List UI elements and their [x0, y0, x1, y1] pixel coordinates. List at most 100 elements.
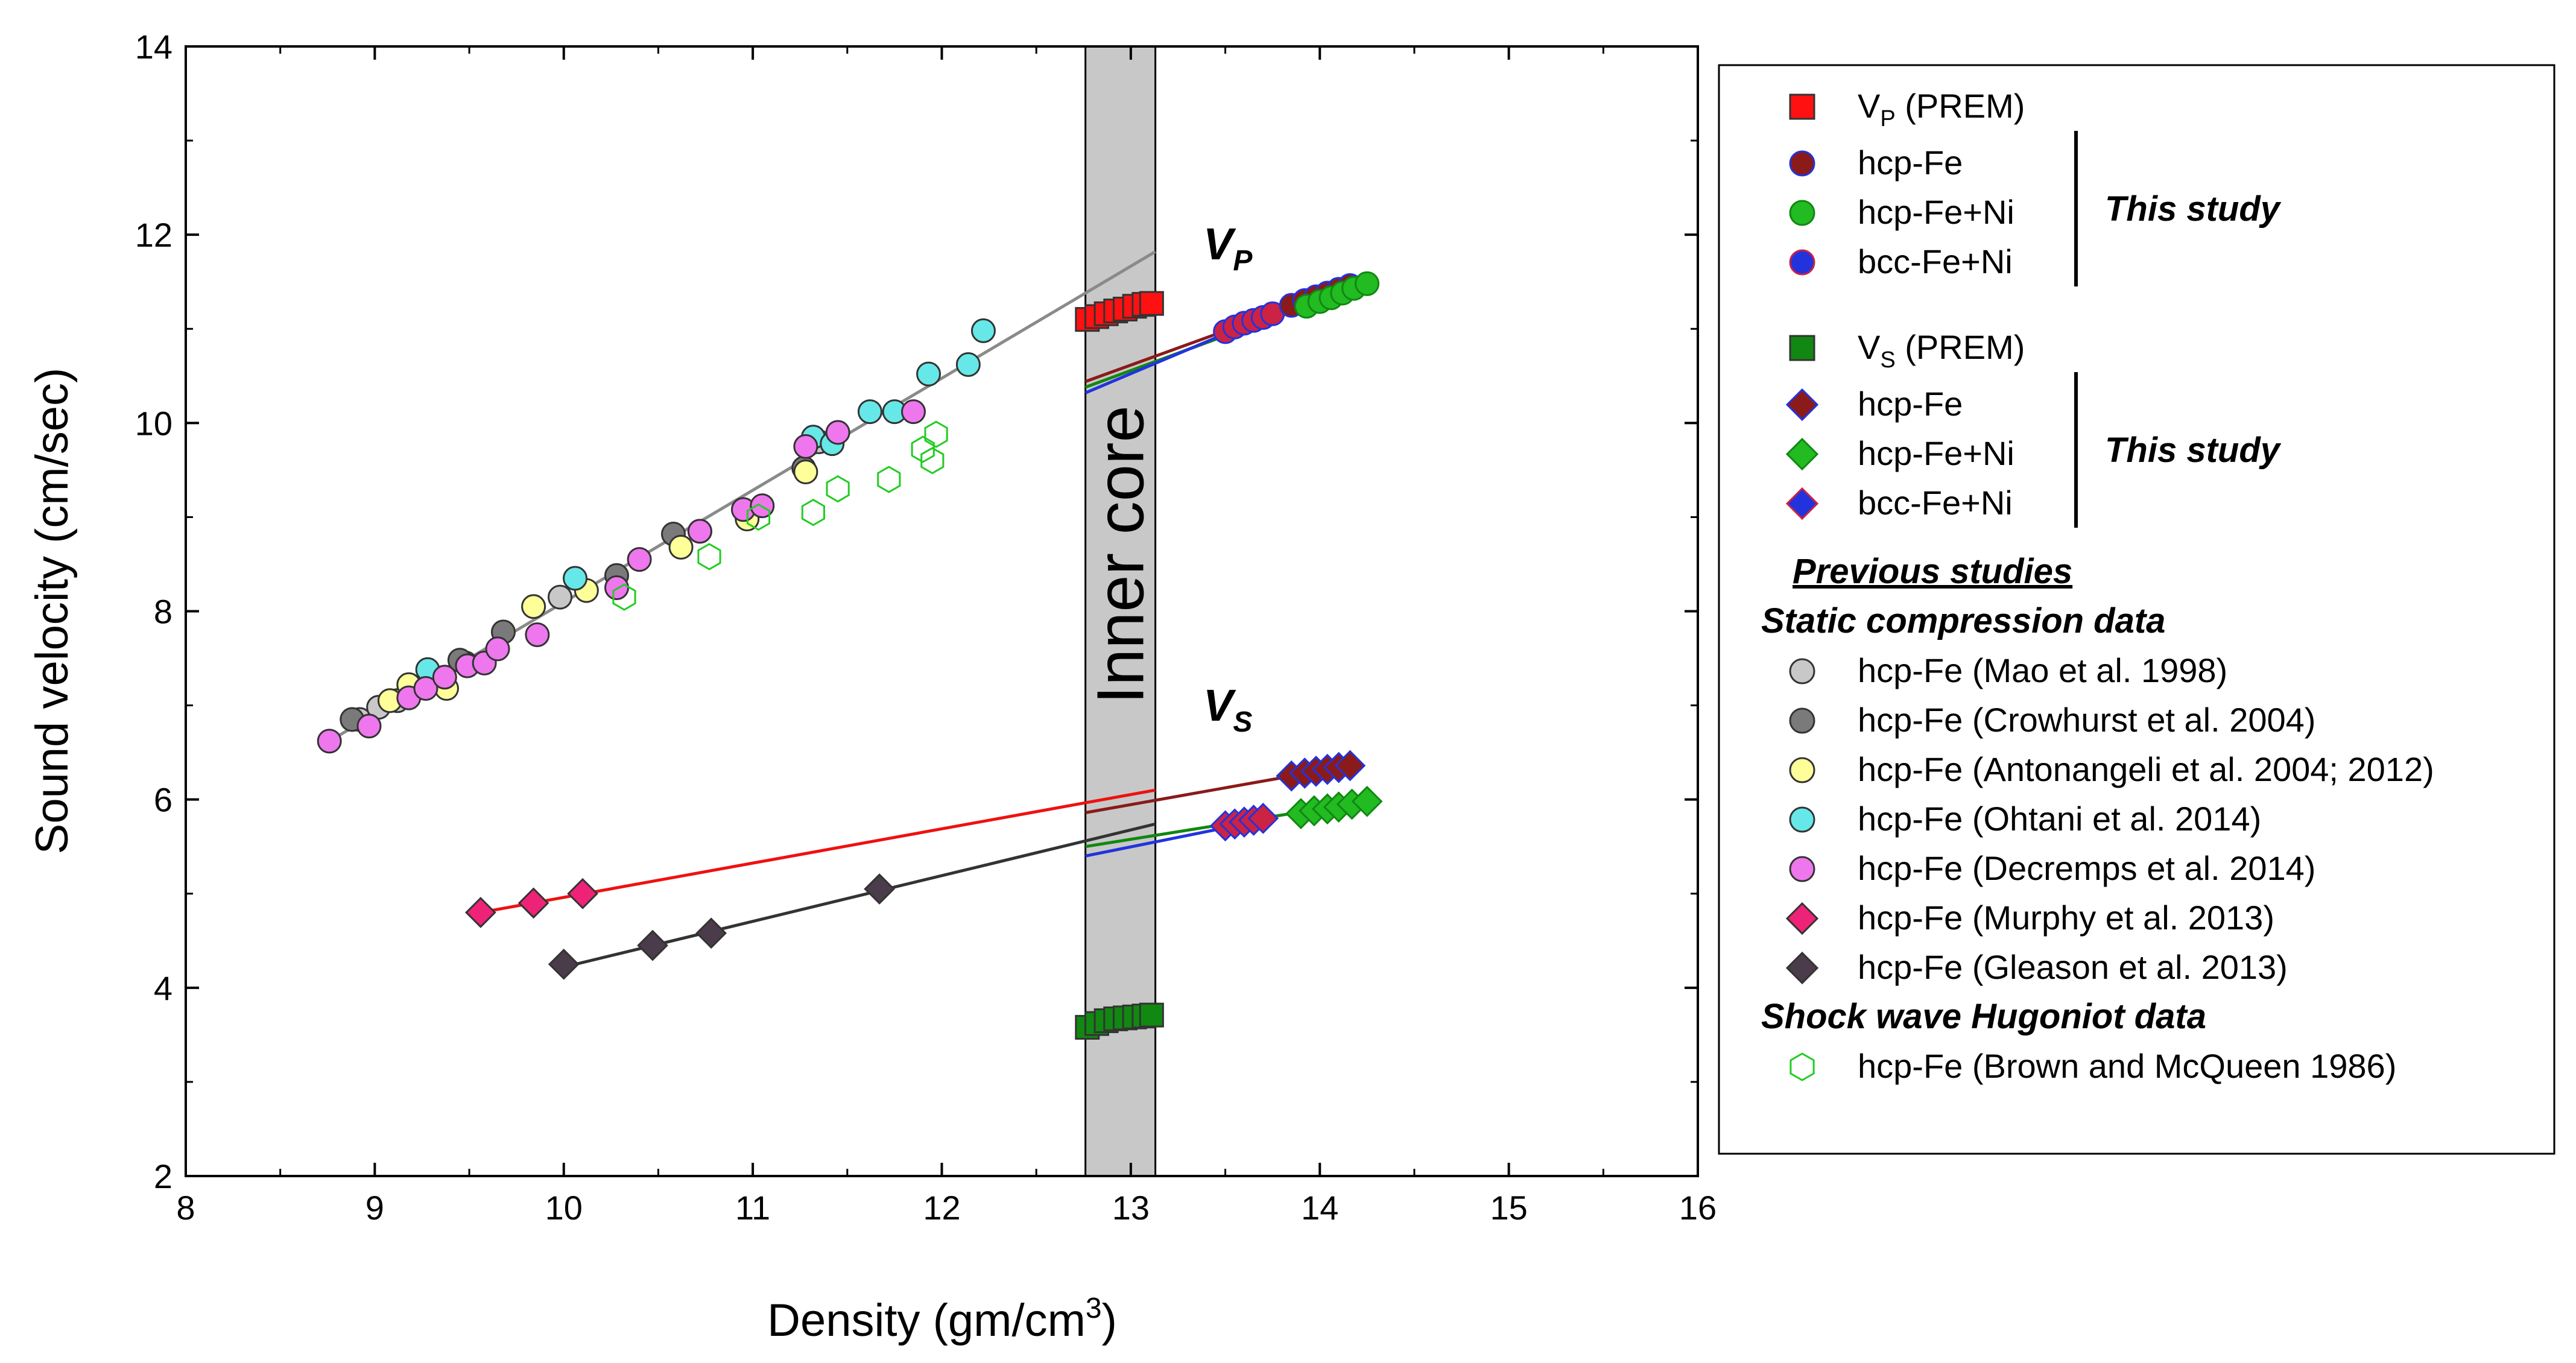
- data-point-hcp-fe-murphy-et-al-2013: [567, 878, 598, 909]
- legend-group1-row1-marker: [1789, 200, 1815, 226]
- vp-annotation-main: V: [1203, 219, 1236, 269]
- legend-group0-row0-label-sub: P: [1880, 106, 1895, 131]
- data-point-hcp-fe-ohtani-et-al-2014: [857, 399, 882, 425]
- legend-static-row4-label: hcp-Fe (Decremps et al. 2014): [1858, 849, 2315, 887]
- legend-group3-row2-label: bcc-Fe+Ni: [1858, 484, 2013, 522]
- series-hcp-fe-ohtani-et-al-2014: [415, 318, 996, 682]
- series-bcc-fe-ni-vp: [1213, 301, 1285, 344]
- data-point-v-s-prem: [1139, 1002, 1164, 1028]
- data-point-hcp-fe-brown-and-mcqueen-1986: [697, 543, 721, 571]
- legend-group3-row1-marker: [1785, 437, 1819, 471]
- legend-static-row6-label: hcp-Fe (Gleason et al. 2013): [1858, 948, 2288, 986]
- legend-group2-row0-label-rest: (PREM): [1896, 328, 2025, 366]
- legend-group0-row0-marker: [1789, 93, 1815, 120]
- data-point-hcp-fe-decremps-et-al-2014: [413, 675, 438, 701]
- x-tick-label: 9: [366, 1189, 384, 1227]
- y-tick-label: 10: [135, 404, 172, 442]
- legend-static-row6-marker: [1785, 951, 1819, 985]
- x-axis-label: Density (gm/cm3): [767, 1292, 1117, 1346]
- legend-static-row1-label: hcp-Fe (Crowhurst et al. 2004): [1858, 701, 2315, 739]
- legend-static-row0-marker: [1789, 658, 1815, 685]
- series-hcp-fe-vs: [1276, 750, 1366, 792]
- legend-group2-row0-marker: [1789, 335, 1815, 361]
- legend-group2-row0-label-sub: S: [1880, 347, 1895, 373]
- data-point-hcp-fe-brown-and-mcqueen-1986: [826, 475, 850, 503]
- data-point-hcp-fe-brown-and-mcqueen-1986: [801, 498, 825, 527]
- legend-static-row3-marker: [1789, 806, 1815, 833]
- data-point-hcp-fe-decremps-et-al-2014: [604, 575, 629, 600]
- legend-group3-row0-marker: [1785, 388, 1819, 422]
- legend-static-row0-label: hcp-Fe (Mao et al. 1998): [1858, 651, 2227, 689]
- data-point-hcp-fe-decremps-et-al-2014: [525, 622, 550, 648]
- legend-shock-row0-label: hcp-Fe (Brown and McQueen 1986): [1858, 1047, 2396, 1085]
- x-axis-label-main: Density (gm/cm: [767, 1295, 1086, 1346]
- series-v-s-prem: [1075, 1002, 1164, 1040]
- y-tick-label: 4: [154, 969, 172, 1007]
- data-point-hcp-fe-gleason-et-al-2013: [637, 929, 668, 961]
- series-hcp-fe-ni-vs: [1285, 785, 1383, 829]
- x-tick-label: 10: [545, 1189, 583, 1227]
- vs-annotation-main: V: [1203, 680, 1236, 730]
- legend-group1-row2-label: bcc-Fe+Ni: [1858, 242, 2013, 280]
- data-point-hcp-fe-mao-et-al-1998: [547, 584, 572, 610]
- y-tick-label: 2: [154, 1157, 172, 1195]
- data-point-hcp-fe-brown-and-mcqueen-1986: [911, 435, 935, 463]
- data-point-hcp-fe-ohtani-et-al-2014: [916, 361, 941, 387]
- legend-group3-row0-label: hcp-Fe: [1858, 385, 1963, 423]
- data-point-hcp-fe-vs: [1334, 750, 1366, 782]
- x-tick-label: 16: [1679, 1189, 1717, 1227]
- axes-layer: 8 9 10 11 12 13 14 15 16 2 4 6 8 10 12 14: [135, 28, 1717, 1227]
- y-axis-label: Sound velocity (cm/sec): [27, 368, 78, 855]
- vs-annotation-sub: S: [1233, 706, 1252, 738]
- data-point-hcp-fe-brown-and-mcqueen-1986: [612, 583, 636, 611]
- data-point-hcp-fe-ni-vs: [1351, 785, 1383, 817]
- data-point-hcp-fe-gleason-et-al-2013: [695, 917, 727, 949]
- y-tick-label: 14: [135, 28, 172, 66]
- x-tick-label: 11: [735, 1189, 770, 1227]
- data-point-hcp-fe-gleason-et-al-2013: [548, 948, 580, 980]
- legend-static-row3-label: hcp-Fe (Ohtani et al. 2014): [1858, 800, 2261, 838]
- legend-group0-row0-label-rest: (PREM): [1896, 87, 2025, 125]
- series-v-p-prem: [1075, 291, 1164, 332]
- legend-group2-row0-label: VS (PREM): [1858, 328, 2025, 373]
- y-tick-label: 8: [154, 593, 172, 631]
- legend-group2-row0-label-main: V: [1858, 328, 1881, 366]
- legend-group3-row2-marker: [1785, 487, 1819, 520]
- data-point-hcp-fe-antonangeli-et-al-2004-2012: [793, 459, 818, 484]
- y-tick-label: 6: [154, 781, 172, 819]
- data-point-bcc-fe-ni-vs: [1247, 803, 1279, 834]
- data-point-hcp-fe-decremps-et-al-2014: [825, 420, 850, 445]
- x-tick-label: 8: [176, 1189, 195, 1227]
- legend-bracket-label: This study: [2105, 431, 2282, 470]
- legend-group1-row2-marker: [1789, 249, 1815, 276]
- legend-group0-row0-label-main: V: [1858, 87, 1881, 125]
- inner-core-label: Inner core: [1084, 405, 1158, 704]
- inner-core-band-layer: Inner core: [1084, 45, 1158, 1177]
- legend-static-row1-marker: [1789, 707, 1815, 734]
- data-point-v-p-prem: [1139, 291, 1164, 316]
- vp-annotation-sub: P: [1233, 245, 1253, 277]
- legend-previous-heading: Previous studies: [1793, 552, 2072, 591]
- legend-group0-row0-label: VP (PREM): [1858, 87, 2025, 131]
- data-point-hcp-fe-decremps-et-al-2014: [356, 713, 382, 739]
- data-point-hcp-fe-brown-and-mcqueen-1986: [924, 420, 948, 448]
- legend-static-row2-label: hcp-Fe (Antonangeli et al. 2004; 2012): [1858, 750, 2434, 788]
- vs-annotation: VS: [1203, 680, 1252, 738]
- x-tick-label: 13: [1112, 1189, 1150, 1227]
- data-point-hcp-fe-decremps-et-al-2014: [317, 729, 342, 754]
- vp-annotation: VP: [1203, 219, 1253, 277]
- x-axis-label-end: ): [1102, 1295, 1117, 1346]
- data-markers-layer: [317, 271, 1383, 1040]
- legend-static-row2-marker: [1789, 757, 1815, 783]
- series-hcp-fe-gleason-et-al-2013: [548, 873, 895, 980]
- legend-group3-row1-label: hcp-Fe+Ni: [1858, 434, 2014, 472]
- data-point-hcp-fe-decremps-et-al-2014: [627, 547, 652, 572]
- legend-group1-row0-label: hcp-Fe: [1858, 144, 1963, 182]
- legend-shock-row0-marker: [1790, 1052, 1815, 1081]
- data-point-hcp-fe-decremps-et-al-2014: [900, 399, 926, 425]
- x-tick-label: 15: [1490, 1189, 1527, 1227]
- data-point-hcp-fe-antonangeli-et-al-2004-2012: [521, 594, 546, 619]
- legend-group1-row0-marker: [1789, 150, 1815, 177]
- legend-static-row5-marker: [1785, 902, 1819, 935]
